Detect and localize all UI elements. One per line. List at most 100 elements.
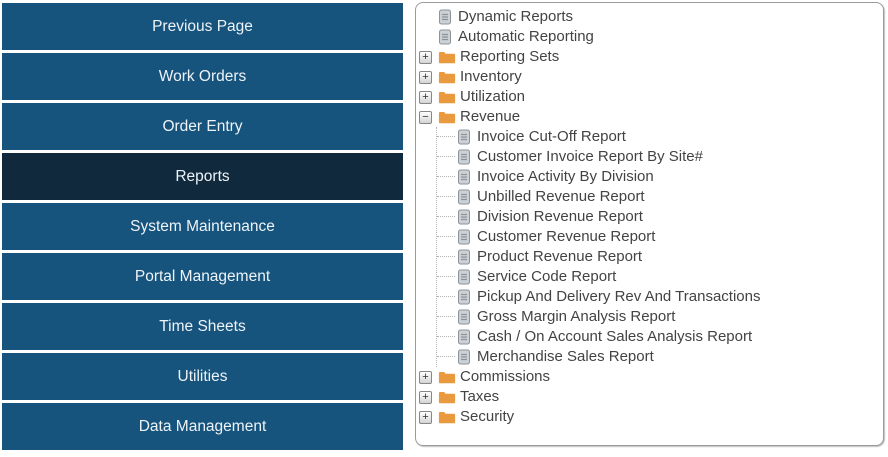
tree-item-taxes[interactable]: + Taxes xyxy=(419,387,881,407)
tree-item-label[interactable]: Inventory xyxy=(460,68,522,85)
sidebar-item-reports[interactable]: Reports xyxy=(2,153,403,200)
tree-connector xyxy=(437,276,455,278)
tree-connector xyxy=(437,216,455,218)
sidebar-item-label: Order Entry xyxy=(162,117,243,135)
tree-item-invoice-cut-off-report[interactable]: Invoice Cut-Off Report xyxy=(437,127,881,147)
tree-item-invoice-activity-by-division[interactable]: Invoice Activity By Division xyxy=(437,167,881,187)
plus-icon[interactable]: + xyxy=(419,70,432,84)
tree-item-label[interactable]: Security xyxy=(460,408,515,425)
sidebar-item-label: Time Sheets xyxy=(159,317,246,335)
tree-item-division-revenue-report[interactable]: Division Revenue Report xyxy=(437,207,881,227)
sidebar: Previous Page Work Orders Order Entry Repor… xyxy=(2,3,403,453)
reports-tree: Dynamic Reports Automatic Reporting + Repor… xyxy=(419,7,881,427)
tree-connector xyxy=(437,196,455,198)
tree-item-commissions[interactable]: + Commissions xyxy=(419,367,881,387)
tree-item-label[interactable]: Reporting Sets xyxy=(460,48,560,65)
tree-item-label[interactable]: Customer Invoice Report By Site# xyxy=(477,148,703,165)
document-icon xyxy=(457,209,471,225)
tree-connector xyxy=(437,136,455,138)
sidebar-item-label: Data Management xyxy=(138,417,267,435)
tree-item-label[interactable]: Utilization xyxy=(460,88,526,105)
tree-item-service-code-report[interactable]: Service Code Report xyxy=(437,267,881,287)
plus-icon[interactable]: + xyxy=(419,90,432,104)
tree-item-label[interactable]: Division Revenue Report xyxy=(477,208,643,225)
folder-icon xyxy=(438,370,456,384)
tree-item-label[interactable]: Product Revenue Report xyxy=(477,248,643,265)
sidebar-item-system-maintenance[interactable]: System Maintenance xyxy=(2,203,403,250)
tree-item-label[interactable]: Merchandise Sales Report xyxy=(477,348,654,365)
tree-item-label[interactable]: Revenue xyxy=(460,108,521,125)
tree-connector xyxy=(437,156,455,158)
folder-icon xyxy=(438,70,456,84)
document-icon xyxy=(457,289,471,305)
tree-item-label[interactable]: Cash / On Account Sales Analysis Report xyxy=(477,328,753,345)
document-icon xyxy=(457,189,471,205)
tree-item-dynamic-reports[interactable]: Dynamic Reports xyxy=(419,7,881,27)
tree-item-automatic-reporting[interactable]: Automatic Reporting xyxy=(419,27,881,47)
document-icon xyxy=(457,169,471,185)
tree-item-gross-margin-analysis-report[interactable]: Gross Margin Analysis Report xyxy=(437,307,881,327)
sidebar-item-utilities[interactable]: Utilities xyxy=(2,353,403,400)
tree-item-label[interactable]: Customer Revenue Report xyxy=(477,228,656,245)
tree-item-product-revenue-report[interactable]: Product Revenue Report xyxy=(437,247,881,267)
tree-item-customer-revenue-report[interactable]: Customer Revenue Report xyxy=(437,227,881,247)
document-icon xyxy=(457,149,471,165)
document-icon xyxy=(457,269,471,285)
folder-icon xyxy=(438,410,456,424)
tree-connector xyxy=(437,176,455,178)
sidebar-item-label: Utilities xyxy=(177,367,228,385)
tree-item-label[interactable]: Taxes xyxy=(460,388,500,405)
plus-icon[interactable]: + xyxy=(419,50,432,64)
folder-icon xyxy=(438,50,456,64)
sidebar-item-data-management[interactable]: Data Management xyxy=(2,403,403,450)
tree-item-label[interactable]: Dynamic Reports xyxy=(458,8,574,25)
tree-item-label[interactable]: Unbilled Revenue Report xyxy=(477,188,645,205)
sidebar-item-portal-management[interactable]: Portal Management xyxy=(2,253,403,300)
tree-item-reporting-sets[interactable]: + Reporting Sets xyxy=(419,47,881,67)
document-icon xyxy=(457,229,471,245)
tree-connector xyxy=(437,256,455,258)
tree-connector xyxy=(437,356,455,358)
reports-tree-panel: Dynamic Reports Automatic Reporting + Repor… xyxy=(415,2,884,446)
tree-item-label[interactable]: Invoice Cut-Off Report xyxy=(477,128,626,145)
tree-connector xyxy=(437,236,455,238)
tree-children-revenue: Invoice Cut-Off Report Customer Invoice R… xyxy=(436,127,881,367)
sidebar-item-label: Reports xyxy=(175,167,230,185)
tree-connector xyxy=(437,296,455,298)
document-icon xyxy=(457,329,471,345)
folder-icon xyxy=(438,390,456,404)
plus-icon[interactable]: + xyxy=(419,390,432,404)
tree-connector xyxy=(437,316,455,318)
tree-item-label[interactable]: Commissions xyxy=(460,368,551,385)
tree-item-pickup-and-delivery-rev-and-transactions[interactable]: Pickup And Delivery Rev And Transactions xyxy=(437,287,881,307)
sidebar-item-order-entry[interactable]: Order Entry xyxy=(2,103,403,150)
tree-item-label[interactable]: Pickup And Delivery Rev And Transactions xyxy=(477,288,761,305)
tree-item-label[interactable]: Automatic Reporting xyxy=(458,28,594,45)
tree-connector xyxy=(437,336,455,338)
tree-item-merchandise-sales-report[interactable]: Merchandise Sales Report xyxy=(437,347,881,367)
tree-item-customer-invoice-report-by-site[interactable]: Customer Invoice Report By Site# xyxy=(437,147,881,167)
tree-item-label[interactable]: Invoice Activity By Division xyxy=(477,168,654,185)
tree-item-unbilled-revenue-report[interactable]: Unbilled Revenue Report xyxy=(437,187,881,207)
plus-icon[interactable]: + xyxy=(419,410,432,424)
plus-icon[interactable]: + xyxy=(419,370,432,384)
document-icon xyxy=(457,129,471,145)
tree-item-utilization[interactable]: + Utilization xyxy=(419,87,881,107)
sidebar-item-previous-page[interactable]: Previous Page xyxy=(2,3,403,50)
sidebar-item-label: Work Orders xyxy=(158,67,247,85)
document-icon xyxy=(438,29,452,45)
sidebar-item-work-orders[interactable]: Work Orders xyxy=(2,53,403,100)
tree-item-label[interactable]: Gross Margin Analysis Report xyxy=(477,308,676,325)
tree-item-inventory[interactable]: + Inventory xyxy=(419,67,881,87)
tree-item-cash-on-account-sales-analysis-report[interactable]: Cash / On Account Sales Analysis Report xyxy=(437,327,881,347)
document-icon xyxy=(438,9,452,25)
sidebar-item-label: System Maintenance xyxy=(130,217,275,235)
folder-icon xyxy=(438,110,456,124)
minus-icon[interactable]: − xyxy=(419,110,432,124)
tree-item-label[interactable]: Service Code Report xyxy=(477,268,617,285)
document-icon xyxy=(457,349,471,365)
tree-item-revenue[interactable]: − Revenue xyxy=(419,107,881,127)
sidebar-item-time-sheets[interactable]: Time Sheets xyxy=(2,303,403,350)
tree-item-security[interactable]: + Security xyxy=(419,407,881,427)
